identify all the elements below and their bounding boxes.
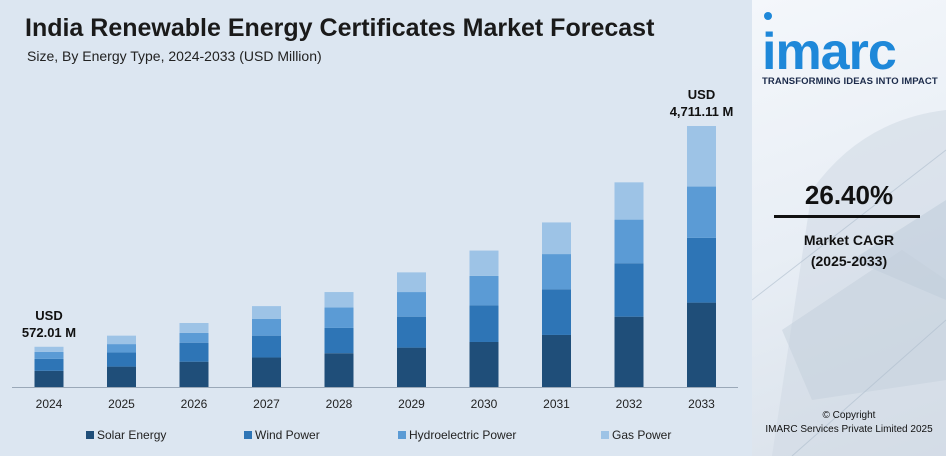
bar-segment-2031-3 — [542, 222, 571, 255]
bar-segment-2025-0 — [107, 366, 136, 387]
bar-segment-2029-0 — [397, 347, 426, 387]
copyright-line1: © Copyright — [822, 410, 876, 421]
brand-panel: imarc TRANSFORMING IDEAS INTO IMPACT 26.… — [752, 0, 946, 456]
bar-segment-2031-0 — [542, 334, 571, 387]
bar-segment-2033-3 — [687, 126, 716, 187]
bar-segment-2031-1 — [542, 289, 571, 335]
bar-segment-2033-0 — [687, 302, 716, 387]
legend-swatch — [86, 431, 94, 439]
legend-item: Wind Power — [244, 428, 320, 442]
x-tick-label: 2033 — [688, 397, 715, 411]
brand-tagline: TRANSFORMING IDEAS INTO IMPACT — [762, 76, 938, 87]
legend-label: Gas Power — [612, 428, 672, 442]
bar-segment-2028-1 — [324, 327, 354, 354]
x-tick-label: 2025 — [108, 397, 135, 411]
bar-segment-2030-1 — [469, 305, 499, 342]
bar-segment-2024-2 — [34, 351, 64, 359]
cagr-divider — [774, 215, 920, 218]
bar-segment-2027-3 — [252, 306, 281, 319]
x-tick-label: 2026 — [181, 397, 208, 411]
chart-panel: India Renewable Energy Certificates Mark… — [0, 0, 752, 456]
logo-dot-icon — [764, 12, 772, 20]
annotation-line1: USD — [35, 307, 63, 323]
annotation-line2: 4,711.11 M — [669, 104, 734, 119]
cagr-label-line1: Market CAGR — [803, 232, 895, 248]
cagr-value: 26.40% — [804, 180, 894, 210]
stacked-bar-chart: 2024 2025 2026 2027 2028 2029 2030 2031 2032 2033 — [12, 126, 738, 411]
brand-logo: imarc — [762, 23, 897, 81]
copyright: © Copyright IMARC Services Private Limit… — [752, 409, 946, 437]
bar-segment-2025-2 — [107, 344, 136, 353]
bar-segment-2030-2 — [469, 275, 499, 306]
bar-segment-2028-2 — [324, 307, 354, 328]
bar-segment-2028-0 — [324, 353, 354, 387]
legend-swatch — [398, 431, 406, 439]
legend-label: Solar Energy — [97, 428, 167, 442]
bar-segment-2026-1 — [179, 342, 209, 362]
bar-segment-2032-1 — [614, 263, 644, 317]
total-annotation-2033: USD 4,711.11 M — [652, 86, 752, 120]
legend-item: Gas Power — [601, 428, 671, 442]
bar-segment-2032-2 — [614, 219, 644, 264]
chart-title: India Renewable Energy Certificates Mark… — [25, 14, 655, 42]
annotation-line2: 572.01 M — [21, 324, 77, 340]
annotation-line1: USD — [687, 87, 716, 102]
bar-segment-2032-0 — [614, 316, 644, 387]
cagr-label-line2: (2025-2033) — [810, 253, 888, 269]
bar-segment-2029-3 — [397, 272, 426, 293]
bar-segment-2026-2 — [179, 332, 209, 343]
bar-segment-2026-3 — [179, 323, 209, 333]
bar-segment-2033-2 — [687, 186, 716, 238]
cagr-label: Market CAGR (2025-2033) — [752, 230, 946, 272]
legend-swatch — [244, 431, 252, 439]
bar-segment-2027-2 — [252, 318, 281, 336]
bar-segment-2030-0 — [469, 341, 499, 387]
x-tick-label: 2032 — [616, 397, 643, 411]
bar-segment-2029-1 — [397, 316, 426, 348]
bar-segment-2028-3 — [324, 292, 354, 308]
legend-swatch — [601, 431, 609, 439]
legend-item: Hydroelectric Power — [398, 428, 516, 442]
bar-segment-2027-1 — [252, 335, 281, 358]
bar-segment-2033-1 — [687, 237, 716, 303]
bar-segment-2024-3 — [34, 346, 64, 352]
x-tick-label: 2030 — [471, 397, 498, 411]
copyright-line2: IMARC Services Private Limited 2025 — [765, 424, 933, 435]
bar-segment-2025-1 — [107, 352, 136, 367]
x-tick-label: 2029 — [398, 397, 425, 411]
chart-subtitle: Size, By Energy Type, 2024-2033 (USD Mil… — [27, 48, 322, 64]
bar-segment-2027-0 — [252, 357, 281, 387]
bar-segment-2025-3 — [107, 335, 136, 345]
bar-segment-2030-3 — [469, 250, 499, 276]
bar-segment-2032-3 — [614, 182, 644, 220]
x-tick-label: 2031 — [543, 397, 570, 411]
x-tick-label: 2027 — [253, 397, 280, 411]
decorative-background — [752, 110, 946, 456]
bar-segment-2024-0 — [34, 370, 64, 387]
total-annotation-2024: USD 572.01 M — [0, 307, 99, 341]
x-tick-label: 2028 — [326, 397, 353, 411]
bar-segment-2031-2 — [542, 254, 571, 290]
bar-segment-2024-1 — [34, 358, 64, 371]
legend-item: Solar Energy — [86, 428, 166, 442]
bar-segment-2026-0 — [179, 361, 209, 387]
legend-label: Hydroelectric Power — [409, 428, 517, 442]
legend-label: Wind Power — [255, 428, 320, 442]
bar-segment-2029-2 — [397, 292, 426, 317]
x-tick-label: 2024 — [36, 397, 63, 411]
